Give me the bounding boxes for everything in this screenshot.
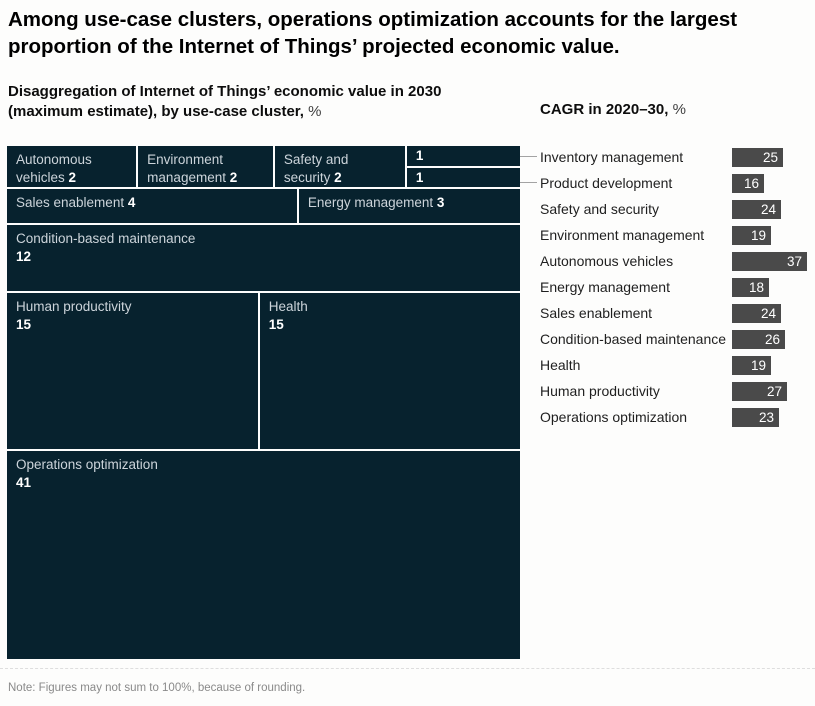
cagr-subtitle-unit: % [672,101,686,118]
cagr-bar: 25 [732,147,783,167]
cagr-label: Inventory management [540,149,684,165]
cagr-row-inventory-management: Inventory management 25 [540,144,810,170]
cagr-label: Health [540,357,581,373]
treemap-subtitle-line2: (maximum estimate), by use-case cluster, [8,103,304,120]
cagr-label: Environment management [540,227,705,243]
cagr-bar: 18 [732,277,769,297]
cagr-row-safety-and-security: Safety and security 24 [540,196,810,222]
treemap-cell-condition-based-maintenance: Condition-based maintenance 12 [7,224,520,291]
cagr-bar: 23 [732,407,779,427]
chart-title-line2: proportion of the Internet of Things’ pr… [8,35,620,58]
cagr-label: Human productivity [540,383,660,399]
cagr-bar: 24 [732,199,781,219]
treemap-cell-environment-management: Environment management 2 [138,146,273,188]
cagr-row-human-productivity: Human productivity 27 [540,378,810,404]
treemap-cell-health: Health 15 [259,292,520,449]
treemap-row: Operations optimization 41 [7,450,520,659]
treemap-subtitle-line1: Disaggregation of Internet of Things’ ec… [8,83,442,100]
chart-title: Among use-case clusters, operations opti… [8,6,800,60]
cagr-row-sales-enablement: Sales enablement 24 [540,300,810,326]
cagr-row-operations-optimization: Operations optimization 23 [540,404,810,430]
treemap-row: Sales enablement 4 Energy management 3 [7,189,520,223]
dashed-divider [0,668,815,669]
cagr-subtitle-label: CAGR in 2020–30, [540,101,669,118]
treemap-cell-inventory-management: 1 [406,146,520,166]
cagr-label: Energy management [540,279,670,295]
cagr-bar-list: Inventory management 25 Product developmen… [540,144,810,430]
treemap-cell-safety-and-security: Safety and security 2 [274,146,405,188]
treemap-row: Autonomous vehicles 2 Environment managem… [7,146,520,188]
treemap-cell-operations-optimization: Operations optimization 41 [7,450,520,659]
cagr-row-health: Health 19 [540,352,810,378]
cagr-label: Product development [540,175,673,191]
cagr-bar: 24 [732,303,781,323]
note-text: Note: Figures may not sum to 100%, becau… [8,682,306,694]
cagr-bar: 19 [732,355,771,375]
cagr-row-product-development: Product development 16 [540,170,810,196]
connector-line-inventory-management [520,156,537,157]
chart-title-line1: Among use-case clusters, operations opti… [8,8,738,31]
cagr-bar: 19 [732,225,771,245]
cagr-label: Autonomous vehicles [540,253,674,269]
treemap-subtitle: Disaggregation of Internet of Things’ ec… [8,82,528,122]
treemap-cell-human-productivity: Human productivity 15 [7,292,258,449]
cagr-row-energy-management: Energy management 18 [540,274,810,300]
cagr-label: Operations optimization [540,409,688,425]
treemap-subtitle-unit: % [308,103,322,120]
cagr-row-autonomous-vehicles: Autonomous vehicles 37 [540,248,810,274]
cagr-bar: 26 [732,329,785,349]
cagr-bar: 37 [732,251,807,271]
treemap-cell-sales-enablement: Sales enablement 4 [7,189,297,223]
treemap-row: Human productivity 15 Health 15 [7,292,520,449]
cagr-subtitle: CAGR in 2020–30, % [540,101,686,118]
cagr-bar: 27 [732,381,787,401]
connector-line-product-development [520,182,537,183]
cagr-bar: 16 [732,173,764,193]
cagr-label: Safety and security [540,201,660,217]
treemap-cell-product-development: 1 [406,167,520,188]
treemap-row: Condition-based maintenance 12 [7,224,520,291]
cagr-label: Condition-based maintenance [540,331,727,347]
treemap-cell-energy-management: Energy management 3 [298,189,520,223]
cagr-row-environment-management: Environment management 19 [540,222,810,248]
treemap-chart: Autonomous vehicles 2 Environment managem… [7,146,520,659]
cagr-label: Sales enablement [540,305,653,321]
cagr-row-condition-based-maintenance: Condition-based maintenance 26 [540,326,810,352]
treemap-cell-autonomous-vehicles: Autonomous vehicles 2 [7,146,137,188]
